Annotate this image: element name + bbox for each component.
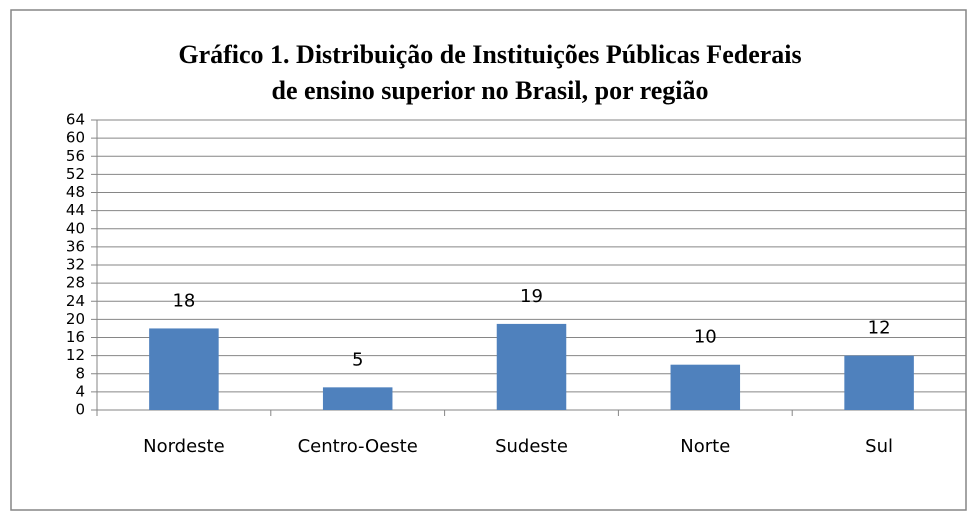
y-tick-label: 0	[75, 401, 85, 419]
y-tick-label: 4	[75, 382, 85, 400]
y-tick-label: 60	[66, 129, 85, 147]
x-tick-label: Sudeste	[495, 436, 568, 457]
chart-title: de ensino superior no Brasil, por região	[272, 76, 709, 105]
bar	[670, 364, 741, 410]
data-label: 18	[172, 290, 195, 311]
y-tick-label: 64	[66, 111, 85, 129]
x-tick-label: Sul	[865, 436, 893, 457]
y-tick-label: 8	[75, 364, 85, 382]
y-tick-label: 40	[66, 219, 85, 237]
bar	[496, 323, 567, 410]
data-label: 19	[520, 286, 543, 307]
bar	[149, 328, 219, 410]
y-tick-label: 52	[66, 165, 85, 183]
y-tick-label: 24	[66, 292, 85, 310]
y-tick-label: 56	[66, 147, 85, 165]
y-tick-label: 36	[66, 237, 85, 255]
y-tick-label: 48	[66, 183, 85, 201]
x-tick-label: Centro-Oeste	[298, 436, 418, 457]
data-label: 10	[694, 327, 717, 348]
chart-title: Gráfico 1. Distribuição de Instituições …	[178, 40, 801, 69]
bar	[322, 387, 393, 410]
x-tick-label: Norte	[680, 436, 730, 457]
bar	[844, 355, 914, 410]
y-tick-label: 12	[66, 346, 85, 364]
y-tick-label: 16	[66, 328, 85, 346]
x-tick-label: Nordeste	[143, 436, 225, 457]
data-label: 5	[352, 349, 363, 370]
data-label: 12	[868, 318, 891, 339]
y-tick-label: 32	[66, 256, 85, 274]
y-tick-label: 20	[66, 310, 85, 328]
y-tick-label: 28	[66, 274, 85, 292]
chart-border	[10, 9, 967, 511]
y-tick-label: 44	[66, 201, 85, 219]
